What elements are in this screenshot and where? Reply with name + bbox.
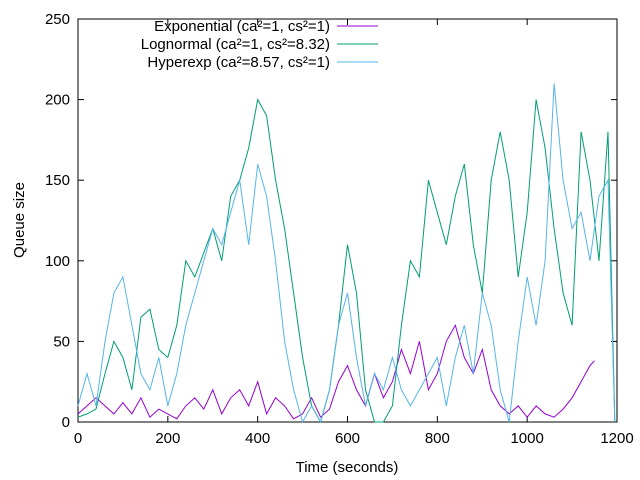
legend: Exponential (ca²=1, cs²=1)Lognormal (ca²… [141, 18, 378, 71]
y-tick-label: 0 [62, 414, 70, 431]
series-line-2 [77, 83, 616, 424]
x-tick-label: 1200 [600, 430, 633, 447]
series-line-0 [77, 323, 595, 420]
legend-label-0: Exponential (ca²=1, cs²=1) [154, 18, 330, 35]
x-tick-label: 1000 [510, 430, 543, 447]
ticks: 0 200 400 600 800 1000 1200 0 50 100 150 200 250 [45, 11, 634, 447]
x-tick-label: 600 [335, 430, 360, 447]
x-tick-label: 0 [74, 430, 82, 447]
legend-label-1: Lognormal (ca²=1, cs²=8.32) [141, 36, 330, 53]
x-axis-label: Time (seconds) [296, 459, 399, 476]
y-tick-label: 100 [45, 253, 70, 270]
y-tick-label: 150 [45, 172, 70, 189]
y-axis-label: Queue size [11, 182, 28, 258]
y-tick-label: 200 [45, 92, 70, 109]
y-tick-label: 250 [45, 11, 70, 28]
legend-label-2: Hyperexp (ca²=8.57, cs²=1) [147, 54, 330, 71]
y-tick-label: 50 [53, 333, 70, 350]
series-line-1 [77, 98, 616, 424]
x-tick-label: 800 [425, 430, 450, 447]
x-tick-label: 200 [155, 430, 180, 447]
plot-frame [77, 18, 618, 423]
x-tick-label: 400 [245, 430, 270, 447]
series-lines [77, 83, 616, 424]
